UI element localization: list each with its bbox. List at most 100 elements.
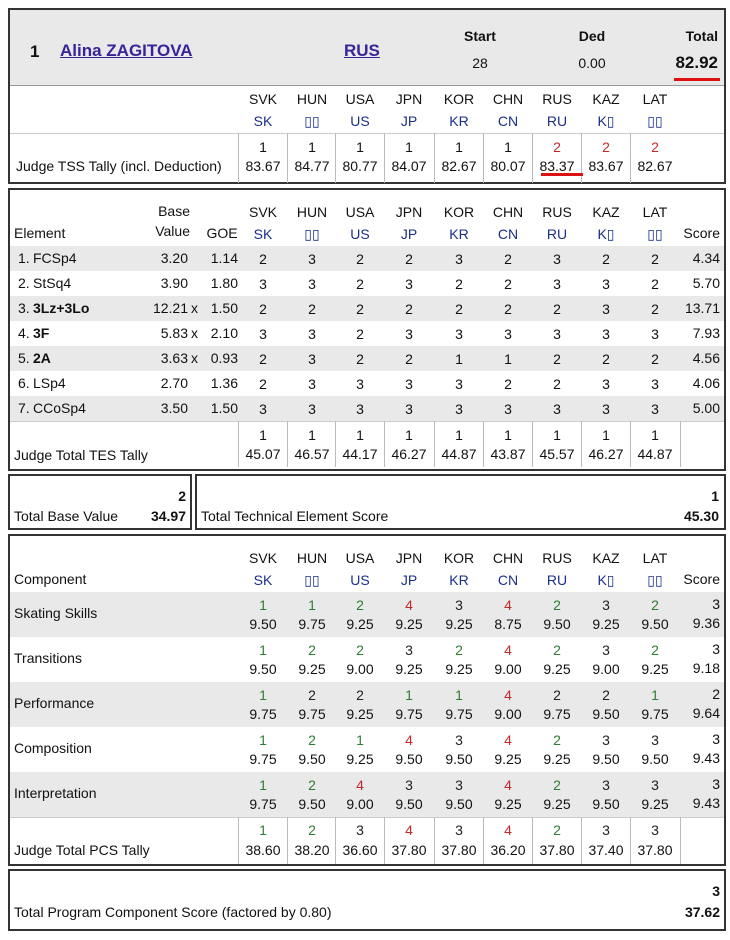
element-base-value: 3.50 bbox=[160, 400, 188, 416]
element-goe: 1.36 bbox=[210, 375, 238, 391]
element-goe: 0.93 bbox=[210, 350, 238, 366]
judge-goe-mark: 3 bbox=[602, 276, 610, 292]
element-base-value: 3.20 bbox=[160, 250, 188, 266]
judge-mark: 9.25 bbox=[641, 796, 669, 812]
tes-tally-label: Judge Total TES Tally bbox=[14, 447, 148, 463]
judge-code: LAT bbox=[642, 204, 668, 220]
element-row: 6. LSp4 2.70 1.36 2 3 3 3 3 2 2 3 3 4.06 bbox=[10, 371, 724, 396]
column-divider bbox=[532, 817, 533, 864]
judge-sub: CN bbox=[497, 572, 519, 588]
judge-goe-mark: 2 bbox=[455, 276, 463, 292]
judge-rank: 1 bbox=[259, 777, 267, 793]
nation-link[interactable]: RUS bbox=[344, 41, 380, 60]
judge-mark: 9.75 bbox=[249, 796, 277, 812]
pcs-rank: 4 bbox=[504, 822, 512, 838]
pcs-rank: 2 bbox=[308, 822, 316, 838]
judge-goe-mark: 2 bbox=[602, 351, 610, 367]
judge-mark: 9.75 bbox=[445, 706, 473, 722]
judge-rank: 3 bbox=[602, 777, 610, 793]
total-value: 82.92 bbox=[675, 53, 718, 72]
element-name: StSq4 bbox=[33, 275, 72, 291]
tss-rank: 1 bbox=[356, 139, 364, 155]
element-base-value: 2.70 bbox=[160, 375, 188, 391]
element-base-value: 12.21 bbox=[152, 300, 188, 316]
element-row: 4. 3F 5.83 x 2.10 3 3 2 3 3 3 3 3 3 7.93 bbox=[10, 321, 724, 346]
tes-value: 45.30 bbox=[683, 508, 719, 524]
tes-rank: 1 bbox=[308, 427, 316, 443]
total-underline bbox=[674, 78, 720, 81]
judge-rank: 1 bbox=[356, 732, 364, 748]
judge-goe-mark: 1 bbox=[455, 351, 463, 367]
element-score: 4.56 bbox=[692, 350, 720, 366]
skater-name-link[interactable]: Alina ZAGITOVA bbox=[60, 41, 193, 60]
judge-goe-mark: 2 bbox=[651, 301, 659, 317]
judge-rank: 2 bbox=[455, 642, 463, 658]
judge-goe-mark: 3 bbox=[356, 376, 364, 392]
tss-value: 83.37 bbox=[539, 158, 575, 174]
judge-rank: 2 bbox=[356, 597, 364, 613]
judge-goe-mark: 2 bbox=[504, 376, 512, 392]
tss-rank: 2 bbox=[651, 139, 659, 155]
pcs-rank: 3 bbox=[356, 822, 364, 838]
judge-rank: 4 bbox=[356, 777, 364, 793]
column-divider bbox=[434, 133, 435, 183]
judge-rank: 3 bbox=[602, 597, 610, 613]
tes-rank: 1 bbox=[602, 427, 610, 443]
pcs-value: 37.80 bbox=[441, 842, 477, 858]
component-score-rank: 2 bbox=[712, 686, 720, 702]
tes-rank: 1 bbox=[553, 427, 561, 443]
component-row: Skating Skills 1 9.50 1 9.75 2 9.25 4 9.25 3 9.25 4… bbox=[10, 592, 724, 637]
pcs-value: 38.20 bbox=[294, 842, 330, 858]
judge-sub: RU bbox=[546, 113, 568, 129]
judge-goe-mark: 2 bbox=[405, 301, 413, 317]
judge-code: KAZ bbox=[592, 91, 620, 107]
judge-mark: 9.50 bbox=[445, 796, 473, 812]
judge-sub: ▯▯ bbox=[647, 226, 663, 242]
judge-sub: KR bbox=[449, 226, 469, 242]
judge-code: KAZ bbox=[592, 204, 620, 220]
component-score-rank: 3 bbox=[712, 776, 720, 792]
judge-goe-mark: 3 bbox=[405, 326, 413, 342]
column-divider bbox=[434, 817, 435, 864]
element-name: LSp4 bbox=[33, 375, 66, 391]
column-divider bbox=[581, 133, 582, 183]
judge-sub: K▯ bbox=[597, 113, 615, 129]
pcs-value: 37.40 bbox=[588, 842, 624, 858]
tss-rank: 2 bbox=[553, 139, 561, 155]
judge-goe-mark: 2 bbox=[504, 251, 512, 267]
judge-goe-mark: 3 bbox=[455, 376, 463, 392]
judge-sub: RU bbox=[546, 226, 568, 242]
column-divider bbox=[238, 133, 239, 183]
judge-goe-mark: 2 bbox=[651, 351, 659, 367]
base-rank: 2 bbox=[178, 488, 186, 504]
judge-code: RUS bbox=[542, 204, 572, 220]
tes-value: 43.87 bbox=[490, 446, 526, 462]
judge-rank: 4 bbox=[405, 597, 413, 613]
skater-header-panel: 1 Alina ZAGITOVA RUS Start 28 Ded 0.00 T… bbox=[8, 8, 726, 184]
element-score: 5.00 bbox=[692, 400, 720, 416]
judge-sub: RU bbox=[546, 572, 568, 588]
judge-sub: SK bbox=[253, 572, 273, 588]
base-col-header1: Base bbox=[158, 203, 190, 219]
judge-mark: 9.25 bbox=[445, 661, 473, 677]
judge-goe-mark: 2 bbox=[553, 301, 561, 317]
element-number: 6. bbox=[18, 375, 30, 391]
element-score: 5.70 bbox=[692, 275, 720, 291]
judge-mark: 9.50 bbox=[395, 796, 423, 812]
judge-rank: 3 bbox=[602, 732, 610, 748]
tes-rank: 1 bbox=[405, 427, 413, 443]
judge-code: USA bbox=[345, 204, 375, 220]
elements-panel: 1. FCSp4 3.20 1.14 2 3 2 2 3 2 3 2 2 4.34 2. StSq4 3.90 1… bbox=[8, 188, 726, 471]
component-score-rank: 3 bbox=[712, 641, 720, 657]
column-divider bbox=[287, 817, 288, 864]
element-score: 4.34 bbox=[692, 250, 720, 266]
judge-rank: 1 bbox=[308, 597, 316, 613]
score-col-header: Score bbox=[683, 225, 720, 241]
pcs-value: 37.80 bbox=[539, 842, 575, 858]
column-divider bbox=[384, 817, 385, 864]
pcs-total-value: 37.62 bbox=[684, 904, 720, 920]
element-number: 2. bbox=[18, 275, 30, 291]
judge-code: RUS bbox=[542, 550, 572, 566]
component-score: 9.18 bbox=[692, 660, 720, 676]
judge-mark: 9.25 bbox=[298, 661, 326, 677]
